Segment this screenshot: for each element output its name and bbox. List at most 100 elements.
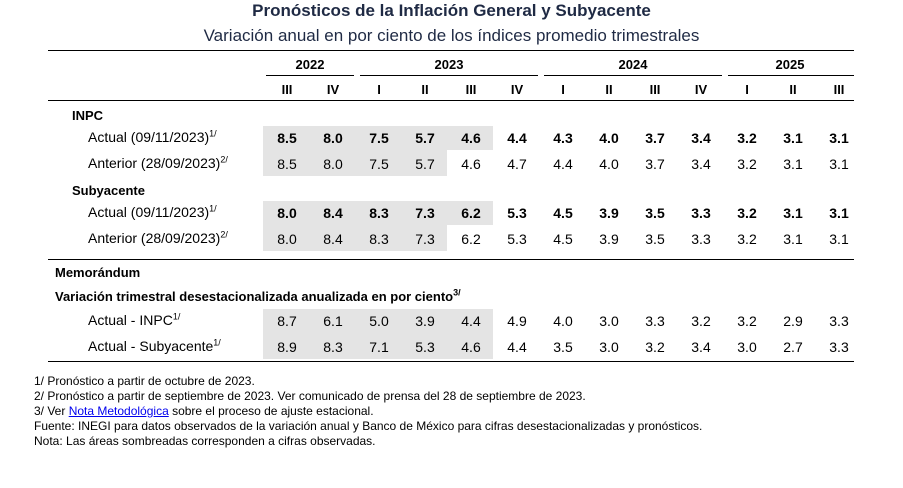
table-cell: 5.3 xyxy=(415,339,435,355)
table-cell: 3.4 xyxy=(691,156,711,172)
row-memo-inpc-label: Actual - INPC1/ xyxy=(88,312,180,328)
table-subtitle: Variación anual en por ciento de los índ… xyxy=(203,26,700,45)
row-subyacente-anterior-label: Anterior (28/09/2023)2/ xyxy=(88,230,228,246)
table-cell: 6.2 xyxy=(461,205,481,221)
table-cell: 4.6 xyxy=(461,130,481,146)
shaded-observed-sub-actual xyxy=(263,201,493,225)
bottom-rule xyxy=(48,361,854,362)
table-cell: 4.9 xyxy=(507,313,527,329)
quarter-header: III xyxy=(649,82,661,97)
table-cell: 3.9 xyxy=(599,205,619,221)
table-cell: 5.3 xyxy=(507,231,527,247)
table-cell: 3.4 xyxy=(691,339,711,355)
table-cell: 4.7 xyxy=(507,156,527,172)
quarter-header: II xyxy=(789,82,797,97)
year-2023: 2023 xyxy=(434,57,464,72)
row-label-text: Actual - INPC xyxy=(88,312,173,328)
table-cell: 4.5 xyxy=(553,205,573,221)
table-cell: 8.3 xyxy=(369,231,389,247)
nota-metodologica-link[interactable]: Nota Metodológica xyxy=(68,404,169,418)
table-cell: 3.3 xyxy=(829,339,849,355)
table-cell: 3.2 xyxy=(737,130,757,146)
table-cell: 3.7 xyxy=(645,130,665,146)
table-cell: 7.3 xyxy=(415,231,435,247)
table-cell: 5.7 xyxy=(415,156,435,172)
footnote-fuente: Fuente: INEGI para datos observados de l… xyxy=(34,419,703,433)
table-cell: 3.1 xyxy=(829,231,849,247)
table-cell: 4.3 xyxy=(553,130,573,146)
row-inpc-anterior-label: Anterior (28/09/2023)2/ xyxy=(88,155,228,171)
table-cell: 7.3 xyxy=(415,205,435,221)
table-cell: 3.5 xyxy=(553,339,573,355)
table-title: Pronósticos de la Inflación General y Su… xyxy=(252,1,651,20)
table-cell: 3.1 xyxy=(783,231,803,247)
quarter-header: IV xyxy=(510,82,524,97)
table-cell: 3.1 xyxy=(783,156,803,172)
header-rule xyxy=(48,100,854,101)
table-cell: 4.6 xyxy=(461,156,481,172)
row-label-footnote: 1/ xyxy=(209,128,217,139)
section-variacion: Variación trimestral desestacionalizada … xyxy=(55,287,461,304)
table-cell: 3.3 xyxy=(829,313,849,329)
year-underline-2025 xyxy=(728,75,854,76)
year-2022: 2022 xyxy=(295,57,325,72)
table-cell: 5.7 xyxy=(415,130,435,146)
year-underline-2022 xyxy=(266,75,354,76)
table-cell: 3.0 xyxy=(599,339,619,355)
table-cell: 3.2 xyxy=(645,339,665,355)
row-memo-subyacente-label: Actual - Subyacente1/ xyxy=(88,338,221,354)
year-underline-2024 xyxy=(544,75,722,76)
section-subyacente: Subyacente xyxy=(72,183,145,198)
table-cell: 8.0 xyxy=(323,130,343,146)
footnote-3: 3/ Ver Nota Metodológica sobre el proces… xyxy=(34,404,374,418)
section-variacion-text: Variación trimestral desestacionalizada … xyxy=(55,289,454,304)
row-label-footnote: 1/ xyxy=(209,203,217,214)
table-cell: 7.1 xyxy=(369,339,389,355)
section-variacion-footnote: 3/ xyxy=(453,287,461,298)
table-cell: 8.5 xyxy=(277,156,297,172)
footnote-2: 2/ Pronóstico a partir de septiembre de … xyxy=(34,389,586,403)
footnote-1: 1/ Pronóstico a partir de octubre de 202… xyxy=(34,374,255,388)
section-memorandum: Memorándum xyxy=(55,265,141,280)
quarter-header: II xyxy=(421,82,429,97)
table-cell: 3.1 xyxy=(783,205,803,221)
table-cell: 3.1 xyxy=(829,156,849,172)
table-cell: 4.5 xyxy=(553,231,573,247)
table-cell: 8.3 xyxy=(369,205,389,221)
table-cell: 7.5 xyxy=(369,156,389,172)
table-cell: 4.0 xyxy=(599,156,619,172)
shaded-observed-inpc-anterior xyxy=(263,150,447,176)
table-cell: 4.4 xyxy=(461,313,481,329)
quarter-header: III xyxy=(281,82,293,97)
row-label-text: Actual (09/11/2023) xyxy=(88,204,210,220)
table-cell: 3.3 xyxy=(645,313,665,329)
year-underline-2023 xyxy=(360,75,538,76)
row-label-text: Actual - Subyacente xyxy=(88,338,214,354)
table-cell: 3.1 xyxy=(829,205,849,221)
table-cell: 8.0 xyxy=(323,156,343,172)
table-cell: 3.4 xyxy=(691,130,711,146)
shaded-observed-sub-anterior xyxy=(263,225,447,251)
footnote-3-suffix: sobre el proceso de ajuste estacional. xyxy=(168,404,374,418)
quarter-header: III xyxy=(833,82,845,97)
table-cell: 2.7 xyxy=(783,339,803,355)
table-cell: 8.9 xyxy=(277,339,297,355)
table-cell: 8.4 xyxy=(323,231,343,247)
quarter-header: I xyxy=(745,82,749,97)
section-inpc: INPC xyxy=(72,108,104,123)
footnote-3-prefix: 3/ Ver xyxy=(34,404,69,418)
row-label-footnote: 2/ xyxy=(220,154,228,165)
table-cell: 3.2 xyxy=(737,205,757,221)
table-cell: 4.4 xyxy=(507,339,527,355)
table-cell: 3.1 xyxy=(783,130,803,146)
top-rule xyxy=(48,50,854,51)
table-cell: 3.2 xyxy=(737,156,757,172)
quarter-header: II xyxy=(605,82,613,97)
table-cell: 8.0 xyxy=(277,205,297,221)
row-subyacente-actual-label: Actual (09/11/2023)1/ xyxy=(88,204,217,220)
table-cell: 3.7 xyxy=(645,156,665,172)
quarter-header: III xyxy=(465,82,477,97)
table-cell: 4.6 xyxy=(461,339,481,355)
table-cell: 4.4 xyxy=(553,156,573,172)
year-2025: 2025 xyxy=(775,57,805,72)
